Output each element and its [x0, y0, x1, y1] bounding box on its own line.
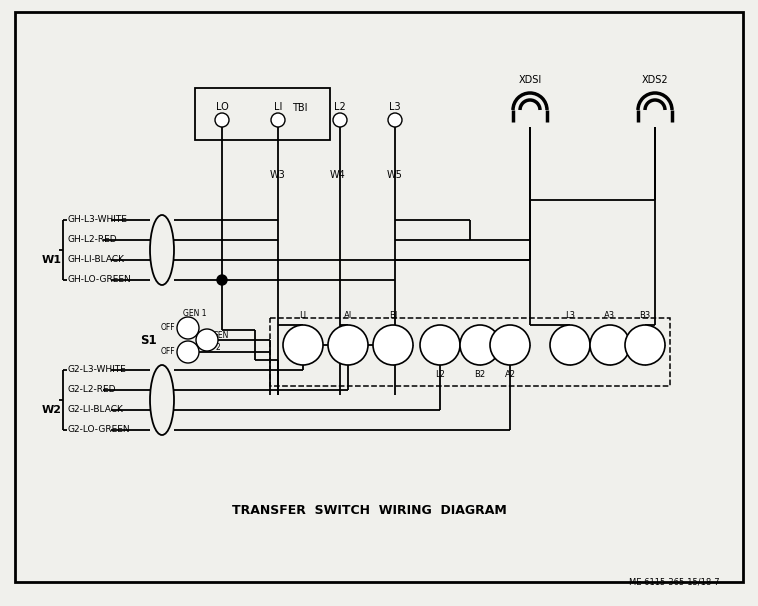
- Text: G2-LO-GREEN: G2-LO-GREEN: [68, 425, 130, 435]
- Text: XDS2: XDS2: [642, 75, 669, 85]
- Text: GEN: GEN: [213, 331, 230, 341]
- Text: OFF: OFF: [161, 322, 175, 331]
- Text: L2: L2: [435, 370, 445, 379]
- Text: GH-L3-WHITE: GH-L3-WHITE: [68, 216, 128, 224]
- Text: GH-LO-GREEN: GH-LO-GREEN: [68, 276, 132, 284]
- Circle shape: [215, 113, 229, 127]
- Circle shape: [333, 113, 347, 127]
- Text: S1: S1: [139, 333, 156, 347]
- Text: BI: BI: [389, 311, 397, 320]
- Text: W5: W5: [387, 170, 402, 180]
- Circle shape: [590, 325, 630, 365]
- Circle shape: [328, 325, 368, 365]
- Text: ME 6115-365-15/18-7: ME 6115-365-15/18-7: [629, 578, 720, 587]
- Circle shape: [283, 325, 323, 365]
- Text: W4: W4: [330, 170, 346, 180]
- Text: GH-L2-RED: GH-L2-RED: [68, 236, 117, 244]
- Text: GH-LI-BLACK: GH-LI-BLACK: [68, 256, 125, 264]
- Bar: [195, 88, 330, 140]
- Circle shape: [460, 325, 500, 365]
- Circle shape: [420, 325, 460, 365]
- Circle shape: [196, 329, 218, 351]
- Text: L3: L3: [565, 311, 575, 320]
- Circle shape: [373, 325, 413, 365]
- Text: LO: LO: [215, 102, 228, 112]
- Text: B3: B3: [640, 311, 650, 320]
- Text: A2: A2: [505, 370, 515, 379]
- Text: G2-L3-WHITE: G2-L3-WHITE: [68, 365, 127, 375]
- Text: 2: 2: [216, 342, 221, 351]
- Text: L3: L3: [389, 102, 401, 112]
- Circle shape: [177, 341, 199, 363]
- Text: W1: W1: [42, 255, 62, 265]
- Text: AI: AI: [344, 311, 352, 320]
- Text: B2: B2: [475, 370, 486, 379]
- Circle shape: [550, 325, 590, 365]
- Text: G2-L2-RED: G2-L2-RED: [68, 385, 117, 395]
- Text: LI: LI: [299, 311, 306, 320]
- Text: GEN 1: GEN 1: [183, 308, 207, 318]
- Text: XDSI: XDSI: [518, 75, 542, 85]
- Text: G2-LI-BLACK: G2-LI-BLACK: [68, 405, 124, 415]
- Circle shape: [271, 113, 285, 127]
- Text: A3: A3: [604, 311, 615, 320]
- Circle shape: [490, 325, 530, 365]
- Text: TBI: TBI: [293, 103, 308, 113]
- Text: OFF: OFF: [161, 347, 175, 356]
- Circle shape: [388, 113, 402, 127]
- Text: TRANSFER  SWITCH  WIRING  DIAGRAM: TRANSFER SWITCH WIRING DIAGRAM: [232, 504, 506, 516]
- Text: W2: W2: [42, 405, 62, 415]
- Circle shape: [217, 275, 227, 285]
- Bar: [270, 318, 670, 386]
- Text: W3: W3: [270, 170, 286, 180]
- Circle shape: [177, 317, 199, 339]
- Text: LI: LI: [274, 102, 282, 112]
- Text: L2: L2: [334, 102, 346, 112]
- Circle shape: [625, 325, 665, 365]
